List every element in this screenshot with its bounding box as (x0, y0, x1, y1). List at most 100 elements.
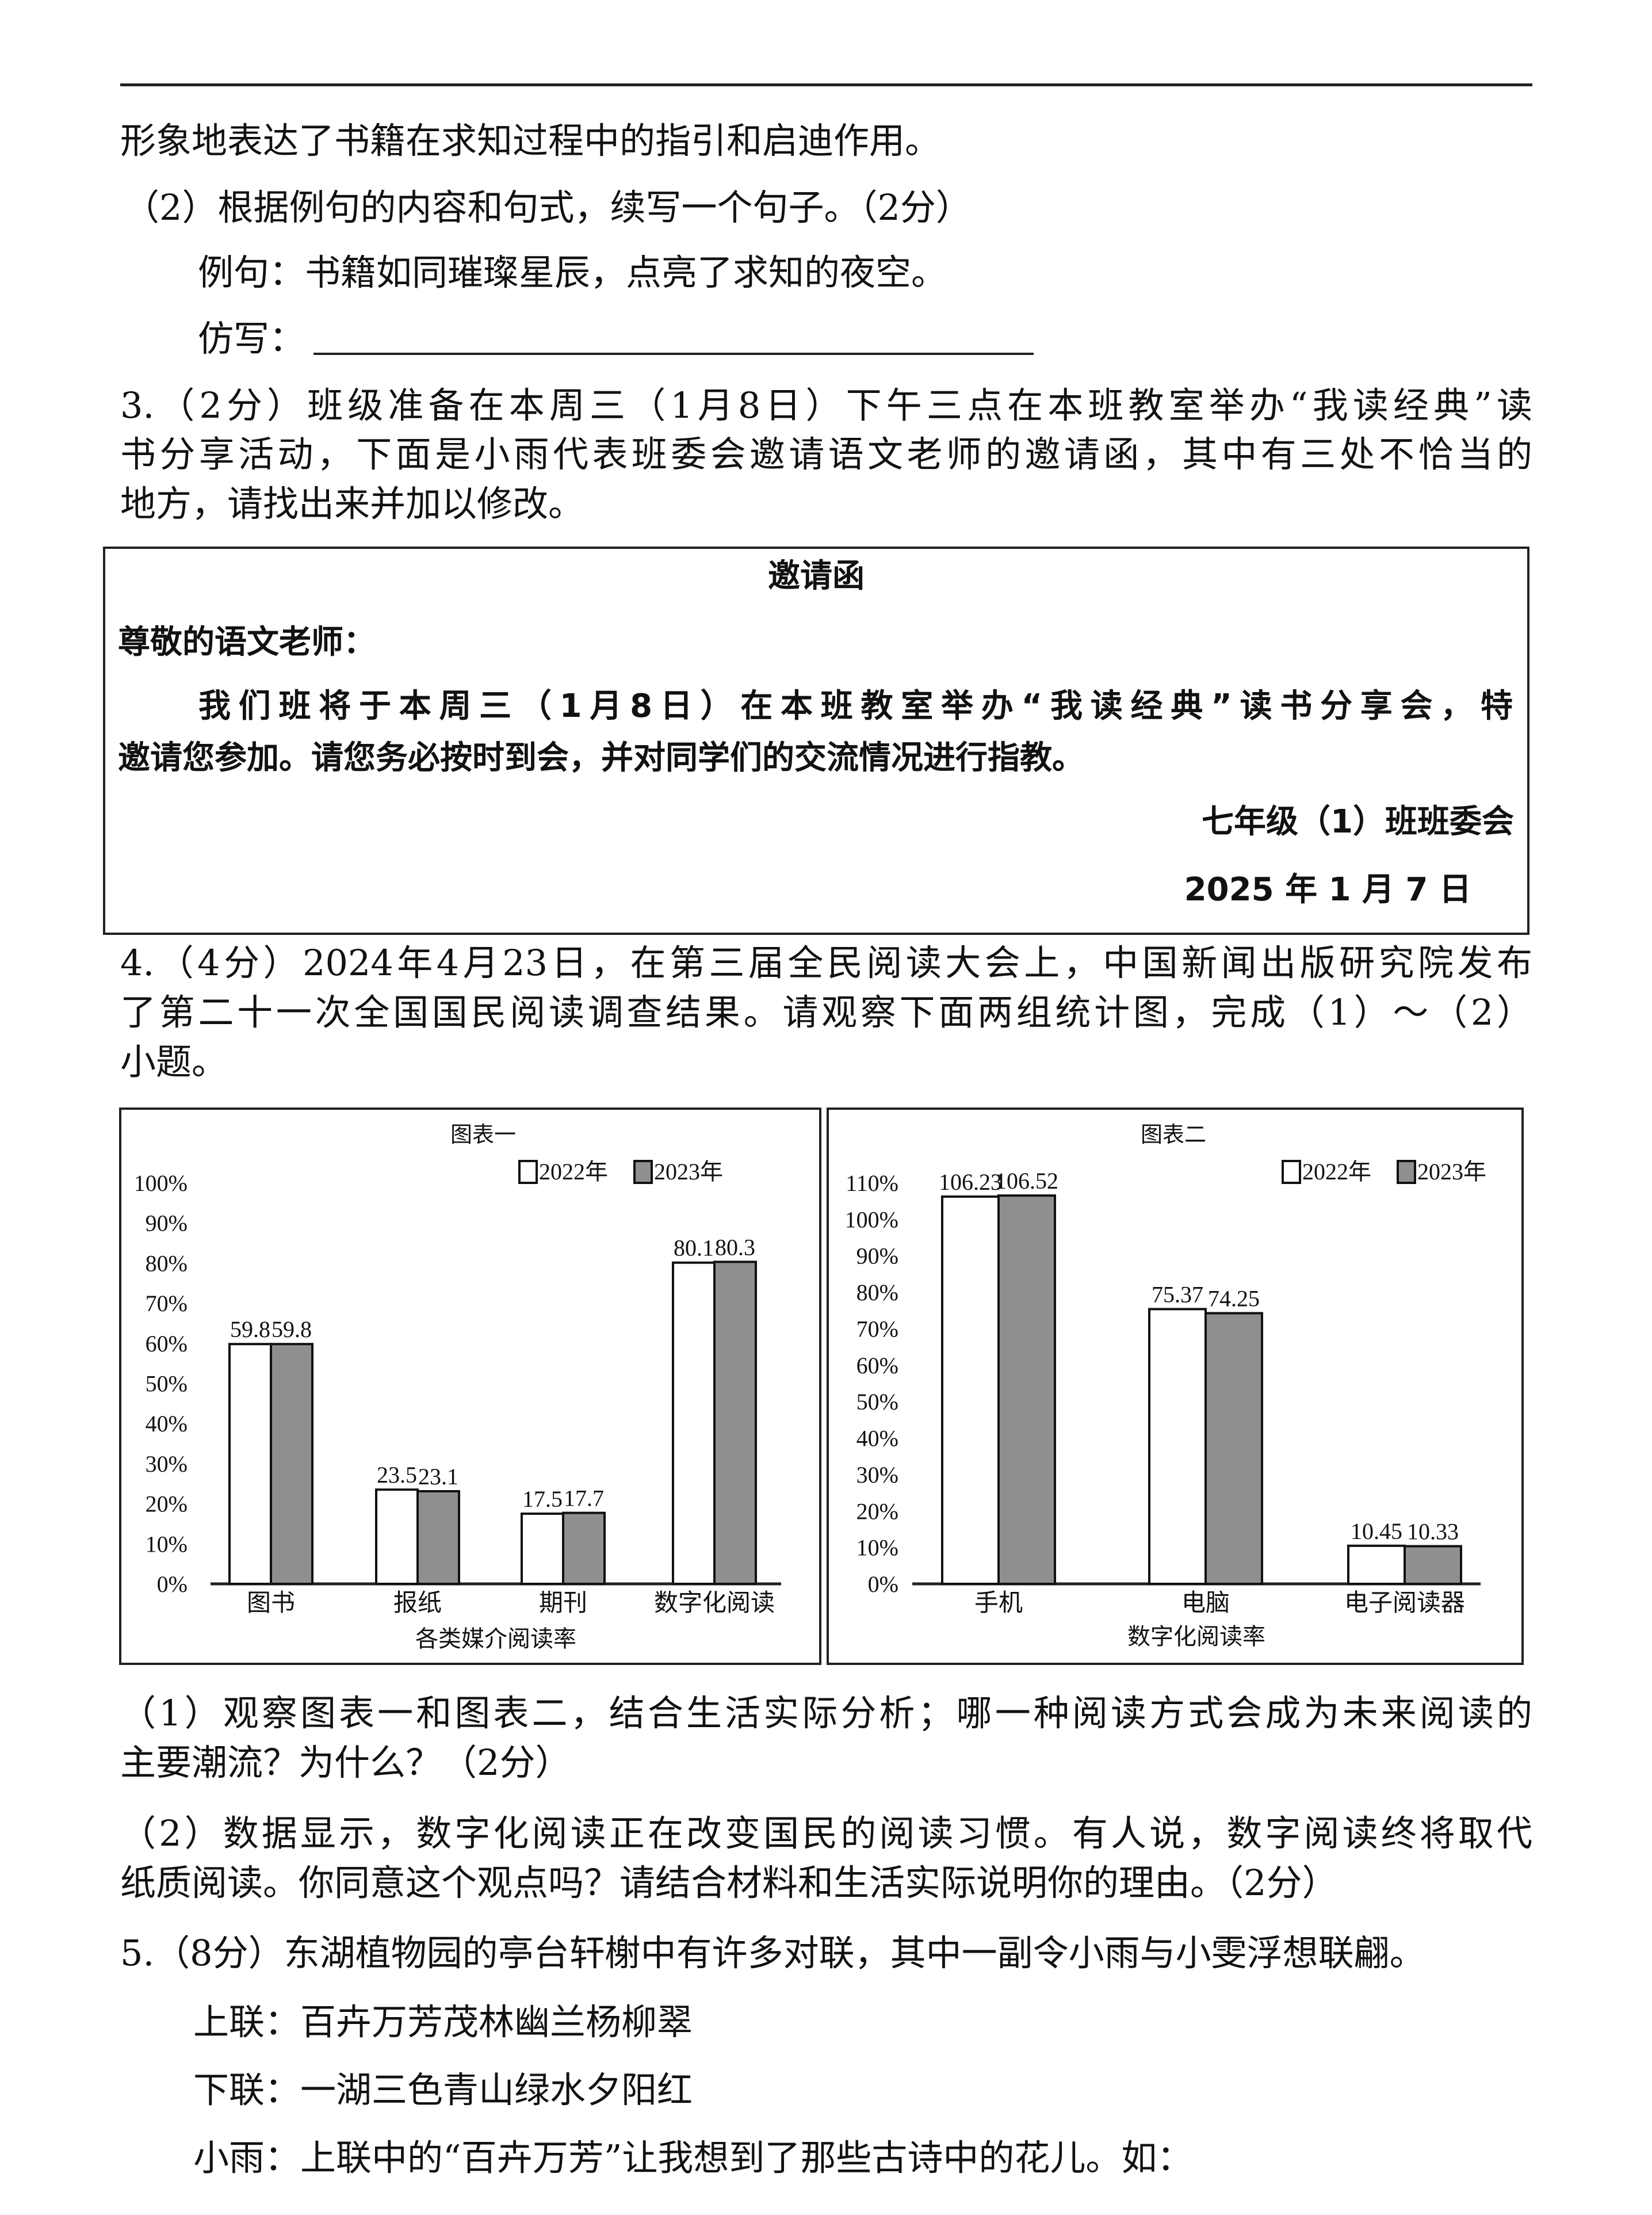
legend-swatch (633, 1160, 653, 1184)
data-label: 10.33 (1407, 1519, 1459, 1545)
top-rule (120, 83, 1532, 86)
bar-2023年 (416, 1490, 460, 1585)
legend-label: 2022年 (1302, 1159, 1371, 1185)
invitation-date: 2025 年 1 月 7 日 (1184, 871, 1471, 908)
y-tick-label: 40% (146, 1411, 188, 1437)
bar-2023年 (1204, 1312, 1263, 1585)
question-4-2: （2）数据显示，数字化阅读正在改变国民的阅读习惯。有人说，数字阅读终将取代 (120, 1812, 1532, 1854)
y-tick-label: 10% (146, 1531, 188, 1557)
upper-couplet: 上联：百卉万芳茂林幽兰杨柳翠 (193, 2001, 693, 2043)
data-label: 23.5 (377, 1462, 417, 1488)
question-2-2: （2）根据例句的内容和句式，续写一个句子。（2分） (124, 186, 972, 228)
chart-frame (827, 1108, 1524, 1665)
y-tick-label: 20% (856, 1498, 898, 1524)
category-label: 电子阅读器 (1344, 1590, 1465, 1617)
legend-label: 2023年 (1417, 1159, 1486, 1185)
question-3: 书分享活动，下面是小雨代表班委会邀请语文老师的邀请函，其中有三处不恰当的 (120, 433, 1532, 475)
question-3: 地方，请找出来并加以修改。 (120, 483, 584, 525)
invitation-title: 邀请函 (768, 557, 865, 595)
data-label: 80.3 (715, 1234, 755, 1260)
category-label: 手机 (974, 1590, 1023, 1617)
legend-swatch (1397, 1160, 1416, 1184)
data-label: 106.52 (995, 1168, 1058, 1194)
category-label: 图书 (247, 1590, 295, 1617)
chart-title: 图表二 (1141, 1123, 1206, 1147)
invitation-box (103, 547, 1529, 935)
data-label: 74.25 (1208, 1286, 1260, 1312)
invitation-signer: 七年级（1）班班委会 (1202, 803, 1514, 841)
category-label: 报纸 (393, 1590, 442, 1617)
data-label: 59.8 (230, 1316, 270, 1342)
bar-2023年 (562, 1511, 606, 1586)
x-axis-label: 数字化阅读率 (1127, 1624, 1265, 1649)
invitation-body: 邀请您参加。请您务必按时到会，并对同学们的交流情况进行指教。 (118, 739, 1084, 777)
y-tick-label: 60% (856, 1353, 898, 1378)
y-tick-label: 40% (856, 1426, 898, 1452)
y-tick-label: 100% (134, 1170, 188, 1196)
category-label: 电脑 (1181, 1590, 1230, 1617)
y-tick-label: 50% (856, 1389, 898, 1415)
y-tick-label: 100% (845, 1206, 898, 1232)
y-tick-label: 70% (856, 1316, 898, 1342)
question-4: 小题。 (120, 1041, 228, 1083)
y-tick-label: 70% (146, 1290, 188, 1316)
category-label: 期刊 (539, 1590, 587, 1617)
xiaoyu-line: 小雨：上联中的“百卉万芳”让我想到了那些古诗中的花儿。如： (193, 2137, 1193, 2179)
category-label: 数字化阅读 (654, 1590, 775, 1617)
legend-label: 2023年 (654, 1159, 723, 1185)
invitation-greeting: 尊敬的语文老师： (118, 624, 376, 661)
bar-2023年 (713, 1261, 757, 1586)
question-4: 4.（4分）2024年4月23日，在第三届全民阅读大会上，中国新闻出版研究院发布 (120, 942, 1532, 984)
y-tick-label: 60% (146, 1331, 188, 1357)
bar-2022年 (1148, 1308, 1207, 1585)
y-tick-label: 30% (856, 1462, 898, 1488)
bar-2022年 (1347, 1544, 1406, 1585)
bar-2022年 (375, 1488, 419, 1586)
data-label: 106.23 (939, 1169, 1002, 1195)
data-label: 17.5 (522, 1486, 563, 1512)
y-tick-label: 110% (846, 1170, 898, 1196)
data-label: 59.8 (271, 1316, 312, 1342)
bar-2022年 (521, 1513, 564, 1585)
y-tick-label: 10% (856, 1535, 898, 1561)
bar-2022年 (941, 1195, 1000, 1586)
x-axis-label: 各类媒介阅读率 (415, 1626, 576, 1652)
data-label: 10.45 (1351, 1518, 1402, 1544)
question-4-1: （1）观察图表一和图表二，结合生活实际分析；哪一种阅读方式会成为未来阅读的 (120, 1692, 1532, 1734)
data-label: 17.7 (564, 1485, 604, 1511)
y-tick-label: 50% (146, 1371, 188, 1397)
question-4-2: 纸质阅读。你同意这个观点吗？请结合材料和生活实际说明你的理由。（2分） (120, 1862, 1338, 1904)
question-4: 了第二十一次全国国民阅读调查结果。请观察下面两组统计图，完成（1）～（2） (120, 991, 1532, 1033)
y-tick-label: 0% (157, 1571, 188, 1597)
bar-2022年 (228, 1343, 272, 1586)
question-4-1: 主要潮流？为什么？（2分） (120, 1742, 571, 1784)
text-line: 形象地表达了书籍在求知过程中的指引和启迪作用。 (120, 120, 941, 162)
question-5: 5.（8分）东湖植物园的亭台轩榭中有许多对联，其中一副令小雨与小雯浮想联翩。 (120, 1932, 1425, 1974)
y-tick-label: 90% (856, 1243, 898, 1269)
y-tick-label: 30% (146, 1451, 188, 1477)
legend-swatch (518, 1160, 538, 1184)
bar-2023年 (270, 1343, 313, 1586)
y-tick-label: 80% (146, 1250, 188, 1276)
example-sentence: 例句：书籍如同璀璨星辰，点亮了求知的夜空。 (198, 251, 947, 293)
imitate-label: 仿写： (198, 318, 305, 360)
y-tick-label: 80% (856, 1280, 898, 1305)
y-tick-label: 20% (146, 1491, 188, 1517)
legend-label: 2022年 (539, 1159, 608, 1185)
bar-2023年 (997, 1194, 1056, 1585)
lower-couplet: 下联：一湖三色青山绿水夕阳红 (193, 2069, 693, 2111)
data-label: 75.37 (1152, 1281, 1203, 1307)
bar-2022年 (672, 1261, 716, 1585)
chart-title: 图表一 (450, 1123, 516, 1147)
data-label: 80.1 (674, 1235, 714, 1261)
data-label: 23.1 (418, 1464, 458, 1490)
invitation-body: 我们班将于本周三（1月8日）在本班教室举办“我读经典”读书分享会，特 (198, 688, 1513, 725)
question-3: 3.（2分）班级准备在本周三（1月8日）下午三点在本班教室举办“我读经典”读 (120, 384, 1532, 426)
y-tick-label: 90% (146, 1210, 188, 1236)
bar-2023年 (1404, 1545, 1462, 1586)
answer-blank[interactable] (313, 353, 1034, 355)
chart-frame (119, 1108, 821, 1665)
y-tick-label: 0% (868, 1571, 898, 1597)
legend-swatch (1282, 1160, 1301, 1184)
